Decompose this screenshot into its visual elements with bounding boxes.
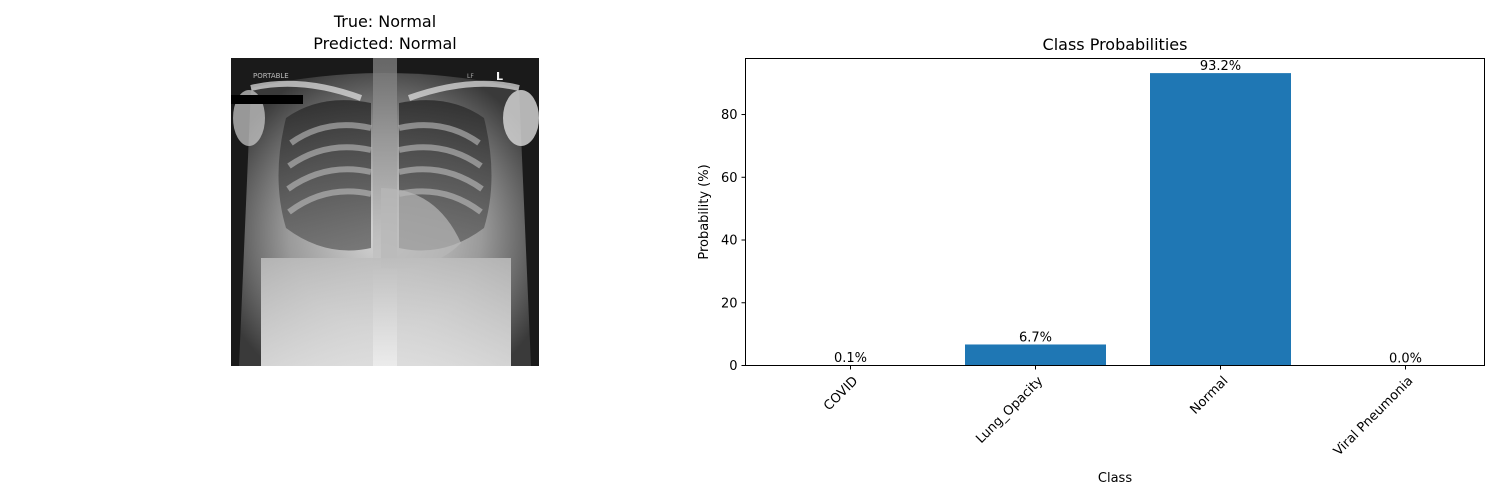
x-axis-ticks: COVID Lung_Opacity Normal Viral Pneumonia — [821, 365, 1416, 459]
bar-normal — [1150, 73, 1291, 366]
y-axis-ticks: 0 20 40 60 80 — [721, 108, 746, 374]
x-tick-label-normal: Normal — [1187, 374, 1231, 418]
data-label-covid: 0.1% — [834, 351, 867, 366]
x-tick-label-viral-pneumonia: Viral Pneumonia — [1331, 374, 1416, 459]
x-axis-label: Class — [1098, 471, 1132, 486]
data-label-lung-opacity: 6.7% — [1019, 330, 1052, 345]
chart-title: Class Probabilities — [1043, 35, 1188, 54]
data-labels: 0.1% 6.7% 93.2% 0.0% — [834, 59, 1422, 366]
bars-group — [780, 73, 1291, 366]
x-tick-label-covid: COVID — [821, 374, 861, 414]
chest-xray-drawing: PORTABLE L LF — [231, 58, 539, 366]
predicted-label-title: Predicted: Normal — [313, 34, 457, 53]
y-tick-label-20: 20 — [721, 296, 738, 311]
y-tick-label-80: 80 — [721, 108, 738, 123]
data-label-viral-pneumonia: 0.0% — [1389, 352, 1422, 367]
x-tick-label-lung-opacity: Lung_Opacity — [973, 374, 1046, 447]
plot-area-frame — [745, 58, 1485, 366]
portable-marker-text: PORTABLE — [253, 72, 289, 80]
side-marker-text: L — [496, 70, 503, 83]
data-label-normal: 93.2% — [1200, 59, 1241, 74]
y-axis-label: Probability (%) — [697, 164, 712, 259]
true-label-title: True: Normal — [333, 12, 437, 31]
side-label-text: LF — [467, 73, 474, 80]
chest-xray-image: PORTABLE L LF — [231, 58, 539, 366]
y-tick-label-40: 40 — [721, 234, 738, 249]
y-tick-label-60: 60 — [721, 171, 738, 186]
bar-lung-opacity — [965, 344, 1106, 366]
y-tick-label-0: 0 — [729, 359, 737, 374]
